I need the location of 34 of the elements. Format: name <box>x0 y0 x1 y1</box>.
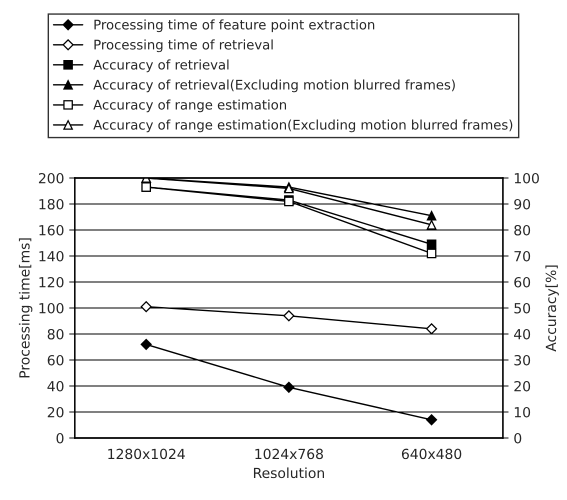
legend-label: Accuracy of retrieval(Excluding motion blurred frames) <box>93 79 455 92</box>
y2-tick-label: 20 <box>514 380 530 392</box>
y2-tick-label: 30 <box>514 354 530 366</box>
y2-axis-title: Accuracy[%] <box>545 265 559 352</box>
legend-label: Processing time of retrieval <box>94 39 273 52</box>
y2-tick-label: 40 <box>514 328 530 340</box>
y-tick-label: 180 <box>39 198 64 210</box>
y-tick-label: 40 <box>47 380 64 392</box>
x-tick-label: 1024x768 <box>255 448 323 460</box>
y-tick-label: 0 <box>56 432 64 444</box>
y-axis-title: Processing time[ms] <box>18 238 32 378</box>
legend-label: Processing time of feature point extraction <box>94 19 374 32</box>
y-tick-label: 80 <box>48 328 64 340</box>
y2-tick-label: 0 <box>514 432 522 444</box>
y2-tick-label: 10 <box>514 406 530 418</box>
legend-label: Accuracy of range estimation(Excluding motion blurred frames) <box>93 120 512 132</box>
y2-tick-label: 100 <box>514 172 539 184</box>
y2-tick-label: 90 <box>514 198 530 210</box>
y-tick-label: 120 <box>39 276 64 288</box>
y-tick-label: 140 <box>39 250 64 262</box>
y-tick-label: 200 <box>38 172 64 184</box>
y2-tick-label: 70 <box>514 250 530 262</box>
y2-tick-label: 50 <box>514 302 530 314</box>
legend-label: Accuracy of range estimation <box>93 99 286 112</box>
y-tick-label: 100 <box>39 302 64 314</box>
x-tick-label: 640x480 <box>402 448 462 460</box>
y-tick-label: 60 <box>48 354 64 366</box>
y-tick-label: 160 <box>39 224 64 236</box>
y2-tick-label: 80 <box>514 224 530 236</box>
x-axis-title: Resolution <box>254 467 324 478</box>
x-tick-label: 1280x1024 <box>108 448 185 460</box>
y2-tick-label: 60 <box>514 276 530 288</box>
y-tick-label: 20 <box>48 406 64 418</box>
legend-label: Accuracy of retrieval <box>93 59 228 72</box>
